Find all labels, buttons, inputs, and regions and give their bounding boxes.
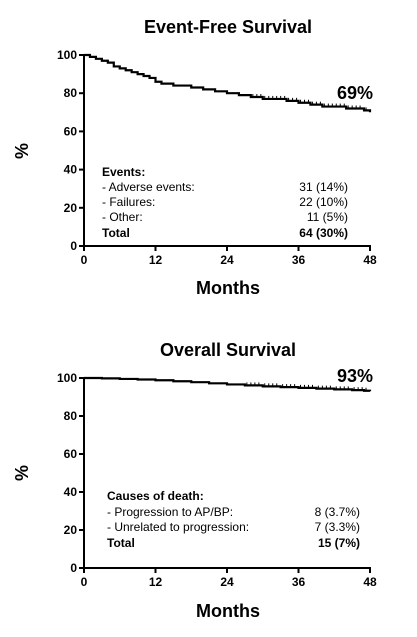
legend-box: Events: - Adverse events: 31 (14%) - Fai… [102,165,348,240]
final-value-label: 93% [337,366,373,386]
chart-overall-survival: Overall Survival % Months 93% Causes of … [12,340,377,621]
box-row-value: 11 (5%) [307,210,348,224]
final-value-label: 69% [337,83,373,103]
y-tick-label: 80 [64,409,78,423]
box-heading: Events: [102,165,145,179]
x-tick-label: 12 [149,575,163,589]
box-row-label: - Failures: [102,195,155,209]
x-tick-label: 24 [220,253,234,267]
box-heading: Causes of death: [107,489,204,503]
x-tick-label: 48 [363,575,377,589]
y-tick-label: 80 [64,86,78,100]
x-tick-label: 12 [149,253,163,267]
box-row-label: - Progression to AP/BP: [107,505,233,519]
y-axis-label: % [12,143,32,159]
y-tick-label: 20 [64,201,78,215]
x-tick-label: 24 [220,575,234,589]
y-tick-label: 20 [64,523,78,537]
x-axis-label: Months [196,278,260,298]
y-tick-label: 60 [64,447,78,461]
box-row-value: 31 (14%) [299,180,348,194]
y-tick-label: 40 [64,485,78,499]
box-total-label: Total [107,536,135,550]
box-row-value: 7 (3.3%) [315,520,360,534]
y-tick-label: 60 [64,124,78,138]
x-tick-label: 0 [81,253,88,267]
box-row-value: 22 (10%) [299,195,348,209]
y-tick-label: 0 [70,561,77,575]
x-tick-label: 36 [292,253,306,267]
y-tick-label: 100 [57,48,77,62]
x-tick-label: 36 [292,575,306,589]
box-row-label: - Other: [102,210,143,224]
x-tick-label: 0 [81,575,88,589]
x-axis-label: Months [196,601,260,621]
chart-event-free-survival: Event-Free Survival % Months 69% Events:… [12,17,377,298]
survival-curve [84,376,372,392]
box-row-label: - Adverse events: [102,180,195,194]
box-total-label: Total [102,226,130,240]
chart-title: Event-Free Survival [144,17,312,37]
survival-curve [84,53,372,113]
plot-area: 0 20 40 60 80 100 0 12 24 36 48 [57,48,377,267]
plot-area: 0 20 40 60 80 100 0 12 24 36 48 [57,371,377,589]
box-row-value: 8 (3.7%) [315,505,360,519]
y-tick-label: 40 [64,163,78,177]
box-total-value: 15 (7%) [318,536,360,550]
y-axis-label: % [12,465,32,481]
legend-box: Causes of death: - Progression to AP/BP:… [107,489,360,550]
y-tick-label: 100 [57,371,77,385]
y-tick-label: 0 [70,239,77,253]
box-row-label: - Unrelated to progression: [107,520,249,534]
chart-title: Overall Survival [160,340,296,360]
x-tick-label: 48 [363,253,377,267]
box-total-value: 64 (30%) [299,226,348,240]
